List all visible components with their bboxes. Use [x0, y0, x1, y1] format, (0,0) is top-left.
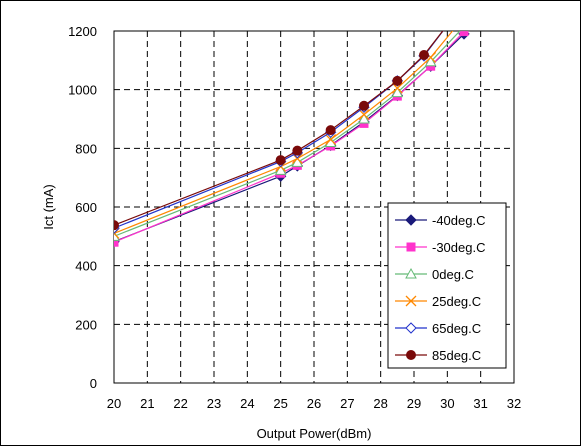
- legend-item: 85deg.C: [395, 348, 481, 363]
- legend-label: 65deg.C: [432, 321, 481, 336]
- series-line: [114, 31, 454, 234]
- series-group: [114, 20, 470, 248]
- data-point: [405, 267, 417, 279]
- data-point: [405, 214, 417, 226]
- x-tick-label: 28: [373, 396, 387, 411]
- data-point: [392, 75, 403, 86]
- data-point: [459, 31, 469, 37]
- y-tick-label: 400: [75, 259, 97, 274]
- data-point: [359, 100, 369, 111]
- legend-label: 25deg.C: [432, 294, 481, 309]
- y-tick-label: 600: [75, 200, 97, 215]
- x-tick-label: 32: [507, 396, 521, 411]
- data-point: [325, 134, 337, 145]
- data-point: [405, 295, 417, 307]
- legend-item: 65deg.C: [395, 321, 481, 336]
- x-tick-label: 22: [173, 396, 187, 411]
- data-point: [292, 145, 303, 156]
- x-tick-label: 20: [107, 396, 121, 411]
- x-tick-label: 31: [473, 396, 487, 411]
- x-tick-label: 26: [307, 396, 321, 411]
- legend-label: 85deg.C: [432, 348, 481, 363]
- data-point: [442, 20, 452, 30]
- data-point: [291, 153, 303, 165]
- x-tick-label: 23: [207, 396, 221, 411]
- y-tick-label: 1000: [68, 83, 97, 98]
- legend-item: -30deg.C: [395, 240, 485, 255]
- data-point: [391, 82, 403, 94]
- legend-label: 0deg.C: [432, 267, 474, 282]
- legend-item: -40deg.C: [395, 213, 485, 228]
- data-point: [275, 155, 286, 166]
- data-point: [424, 55, 437, 67]
- x-tick-label: 21: [140, 396, 154, 411]
- x-tick-label: 25: [273, 396, 287, 411]
- data-point: [458, 31, 470, 32]
- data-point: [391, 86, 404, 98]
- legend-item: 0deg.C: [395, 267, 474, 282]
- series-85deg.C: [114, 21, 452, 231]
- data-point: [452, 20, 462, 30]
- x-tick-label: 24: [240, 396, 254, 411]
- data-point: [358, 109, 370, 121]
- legend-label: -40deg.C: [432, 213, 485, 228]
- x-tick-label: 29: [407, 396, 421, 411]
- data-point: [406, 350, 416, 360]
- x-tick-label: 27: [340, 396, 354, 411]
- data-point: [405, 322, 417, 334]
- y-axis-title: Ict (mA): [41, 184, 56, 230]
- data-point: [443, 21, 452, 30]
- y-tick-label: 0: [90, 376, 97, 391]
- y-tick-labels: 0 200 400 600 800 1000 1200: [68, 24, 97, 391]
- y-tick-label: 200: [75, 317, 97, 332]
- legend-box: [387, 202, 507, 369]
- data-point: [114, 237, 119, 247]
- legend-label: -30deg.C: [432, 240, 485, 255]
- data-point: [114, 220, 119, 231]
- y-tick-label: 1200: [68, 24, 97, 39]
- data-point: [406, 242, 416, 252]
- x-axis-title: Output Power(dBm): [257, 426, 372, 441]
- data-point: [358, 112, 370, 124]
- data-point: [419, 50, 429, 61]
- legend-item: 25deg.C: [395, 294, 481, 309]
- y-tick-label: 800: [75, 141, 97, 156]
- legend: -40deg.C -30deg.C 0deg.C 25deg.C 65deg.C 85de…: [387, 202, 507, 369]
- x-tick-label: 30: [440, 396, 454, 411]
- x-tick-labels: 20 21 22 23 24 25 26 27 28 29 30 31 32: [107, 396, 521, 411]
- data-point: [325, 125, 336, 136]
